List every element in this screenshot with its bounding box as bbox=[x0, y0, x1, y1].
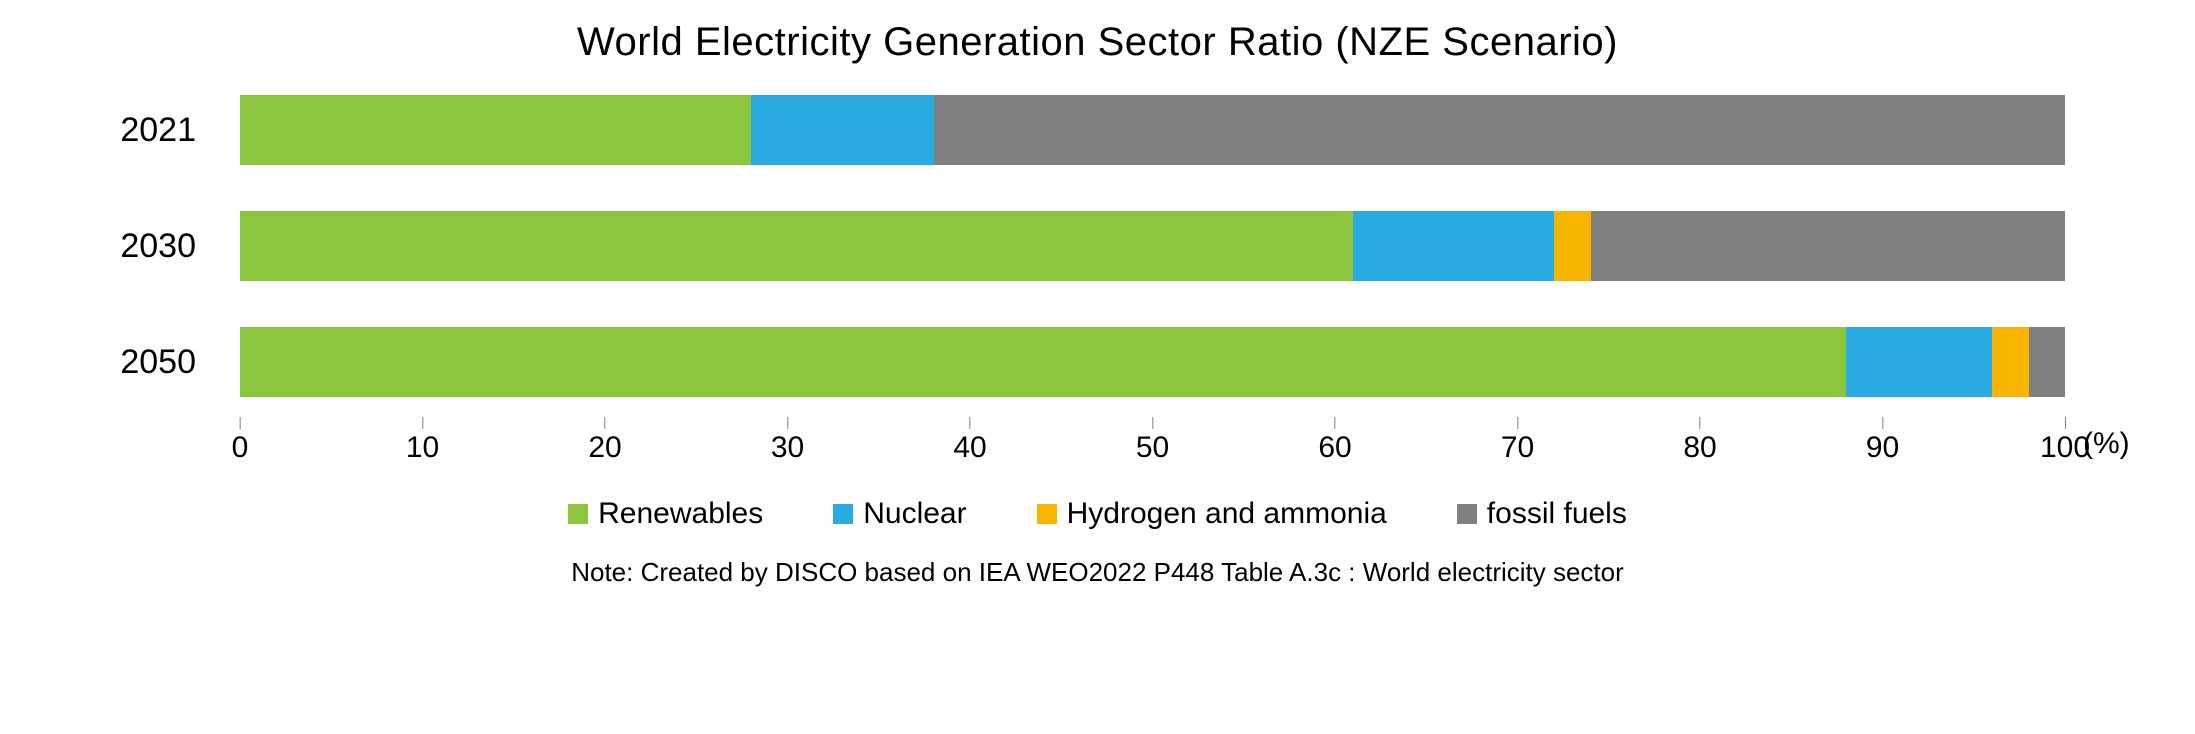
legend-swatch bbox=[1457, 504, 1477, 524]
tick-mark bbox=[1152, 417, 1153, 429]
bars-region: 2021 2030 2050 bbox=[40, 95, 2155, 397]
legend-label: Hydrogen and ammonia bbox=[1067, 497, 1387, 531]
bar-row: 2050 bbox=[40, 327, 2155, 397]
tick-label: 60 bbox=[1318, 431, 1351, 465]
bar-segment-fossil bbox=[934, 95, 2066, 165]
x-tick: 0 bbox=[232, 417, 249, 465]
bar-row: 2021 bbox=[40, 95, 2155, 165]
bar-segment-fossil bbox=[2029, 327, 2066, 397]
tick-label: 90 bbox=[1866, 431, 1899, 465]
bar-segment-nuclear bbox=[1353, 211, 1554, 281]
tick-label: 50 bbox=[1136, 431, 1169, 465]
bar-segment-fossil bbox=[1591, 211, 2066, 281]
x-axis-row: 0102030405060708090100 (%) bbox=[40, 417, 2155, 461]
category-label: 2021 bbox=[40, 111, 240, 150]
tick-mark bbox=[970, 417, 971, 429]
bar-track bbox=[240, 95, 2065, 165]
legend: Renewables Nuclear Hydrogen and ammonia fos… bbox=[40, 497, 2155, 531]
legend-item-hydrogen_ammonia: Hydrogen and ammonia bbox=[1037, 497, 1387, 531]
legend-item-fossil: fossil fuels bbox=[1457, 497, 1627, 531]
x-tick: 10 bbox=[406, 417, 439, 465]
bar-segment-nuclear bbox=[751, 95, 934, 165]
tick-label: 30 bbox=[771, 431, 804, 465]
chart-title: World Electricity Generation Sector Rati… bbox=[40, 20, 2155, 65]
x-tick: 40 bbox=[953, 417, 986, 465]
x-tick: 20 bbox=[588, 417, 621, 465]
tick-label: 100 bbox=[2040, 431, 2090, 465]
tick-mark bbox=[2065, 417, 2066, 429]
bar-segment-hydrogen_ammonia bbox=[1554, 211, 1591, 281]
plot-area: 2021 2030 2050 0102030405060708090100 (%) bbox=[40, 95, 2155, 461]
chart-note: Note: Created by DISCO based on IEA WEO2… bbox=[40, 557, 2155, 588]
legend-swatch bbox=[568, 504, 588, 524]
x-axis: 0102030405060708090100 bbox=[240, 417, 2065, 459]
x-tick: 90 bbox=[1866, 417, 1899, 465]
tick-label: 20 bbox=[588, 431, 621, 465]
legend-swatch bbox=[1037, 504, 1057, 524]
bar-segment-renewables bbox=[240, 95, 751, 165]
bar-segment-renewables bbox=[240, 327, 1846, 397]
tick-label: 80 bbox=[1683, 431, 1716, 465]
tick-mark bbox=[1882, 417, 1883, 429]
x-tick: 30 bbox=[771, 417, 804, 465]
chart-container: World Electricity Generation Sector Rati… bbox=[40, 20, 2155, 588]
bar-segment-hydrogen_ammonia bbox=[1992, 327, 2029, 397]
legend-swatch bbox=[833, 504, 853, 524]
x-tick: 70 bbox=[1501, 417, 1534, 465]
bar-segment-renewables bbox=[240, 211, 1353, 281]
legend-label: Renewables bbox=[598, 497, 763, 531]
x-tick: 50 bbox=[1136, 417, 1169, 465]
tick-mark bbox=[422, 417, 423, 429]
bar-track bbox=[240, 211, 2065, 281]
tick-label: 0 bbox=[232, 431, 249, 465]
bar-track bbox=[240, 327, 2065, 397]
x-tick: 60 bbox=[1318, 417, 1351, 465]
tick-mark bbox=[1335, 417, 1336, 429]
tick-label: 70 bbox=[1501, 431, 1534, 465]
bar-segment-nuclear bbox=[1846, 327, 1992, 397]
tick-mark bbox=[605, 417, 606, 429]
x-tick: 80 bbox=[1683, 417, 1716, 465]
tick-label: 10 bbox=[406, 431, 439, 465]
bar-row: 2030 bbox=[40, 211, 2155, 281]
legend-label: Nuclear bbox=[863, 497, 966, 531]
tick-mark bbox=[1517, 417, 1518, 429]
x-tick: 100 bbox=[2040, 417, 2090, 465]
tick-mark bbox=[1700, 417, 1701, 429]
tick-label: 40 bbox=[953, 431, 986, 465]
category-label: 2050 bbox=[40, 343, 240, 382]
legend-item-nuclear: Nuclear bbox=[833, 497, 966, 531]
legend-item-renewables: Renewables bbox=[568, 497, 763, 531]
tick-mark bbox=[240, 417, 241, 429]
category-label: 2030 bbox=[40, 227, 240, 266]
tick-mark bbox=[787, 417, 788, 429]
legend-label: fossil fuels bbox=[1487, 497, 1627, 531]
